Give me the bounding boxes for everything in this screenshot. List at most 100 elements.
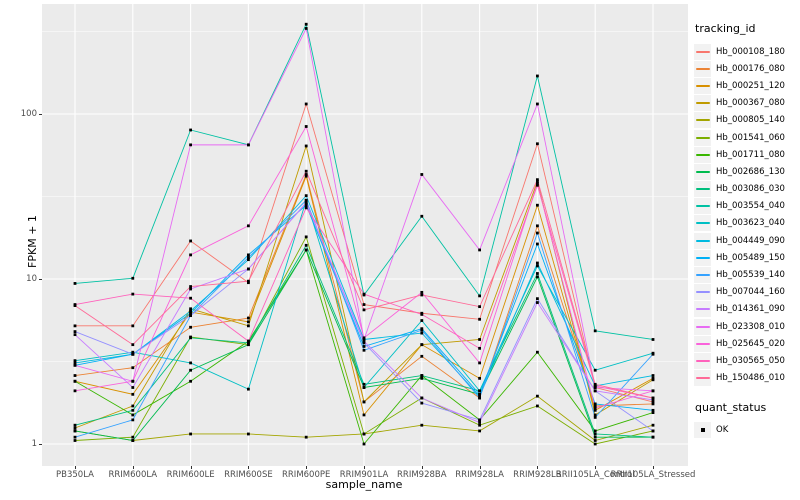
- legend-entries: Hb_000108_180 Hb_000176_080 Hb_000251_120 H…: [694, 43, 798, 387]
- data-point: [247, 267, 250, 271]
- data-point: [73, 435, 77, 439]
- legend-item-label: Hb_001711_080: [716, 149, 785, 160]
- legend-key-line-icon: [694, 301, 711, 318]
- data-point: [651, 423, 655, 427]
- legend-key-line-icon: [694, 163, 711, 180]
- data-point: [131, 343, 135, 347]
- legend-key-line-icon: [694, 232, 711, 249]
- data-point: [420, 423, 424, 427]
- data-point: [189, 325, 192, 329]
- data-point: [73, 429, 77, 433]
- data-point: [304, 201, 308, 205]
- y-tick-label: 100: [20, 109, 37, 119]
- data-point: [304, 169, 308, 173]
- data-point: [131, 352, 135, 356]
- legend-item-Hb_014361_090: Hb_014361_090: [694, 301, 798, 318]
- data-point: [247, 387, 250, 391]
- data-point: [362, 303, 366, 306]
- x-tick-label: RRIM600PE: [282, 470, 331, 480]
- legend-item-Hb_150486_010: Hb_150486_010: [694, 370, 798, 387]
- x-tick-label: RRII105LA_Stressed: [610, 470, 696, 480]
- data-point: [362, 338, 366, 341]
- data-point: [304, 206, 308, 210]
- data-point: [362, 339, 366, 343]
- data-point: [189, 143, 192, 147]
- legend-key-line-icon: [694, 249, 711, 266]
- legend-item-label: Hb_003554_040: [716, 201, 785, 212]
- x-tick-mark: [132, 466, 134, 469]
- data-point: [478, 421, 481, 424]
- data-point: [478, 294, 481, 298]
- data-point: [420, 376, 424, 380]
- y-axis-title: FPKM + 1: [25, 215, 39, 268]
- data-point: [247, 281, 250, 285]
- data-point: [304, 173, 308, 176]
- data-point: [131, 435, 135, 439]
- legend-item-label: Hb_005539_140: [716, 270, 785, 281]
- data-point: [478, 361, 481, 365]
- data-point: [189, 432, 192, 436]
- data-point: [189, 314, 192, 318]
- data-point: [131, 413, 135, 417]
- data-point: [73, 374, 77, 377]
- data-point: [73, 361, 77, 365]
- data-point: [362, 341, 366, 345]
- legend-item-label: Hb_005489_150: [716, 252, 785, 263]
- data-point: [131, 439, 135, 442]
- data-point: [247, 256, 250, 259]
- data-point: [478, 392, 481, 396]
- data-point: [536, 224, 539, 228]
- legend-item-Hb_004449_090: Hb_004449_090: [694, 232, 798, 249]
- legend-item-label: Hb_023308_010: [716, 321, 785, 332]
- legend-item-label: Hb_000805_140: [716, 115, 785, 126]
- data-point: [189, 311, 192, 315]
- data-point: [362, 345, 366, 348]
- data-point: [247, 258, 250, 262]
- data-point: [536, 301, 539, 304]
- data-point: [478, 317, 481, 321]
- data-point: [651, 400, 655, 404]
- x-tick-label: RRIM928BA: [397, 470, 447, 480]
- data-point: [73, 379, 77, 383]
- data-point: [420, 374, 424, 377]
- data-point: [478, 338, 481, 341]
- data-point: [593, 413, 597, 417]
- legend-item-Hb_025645_020: Hb_025645_020: [694, 335, 798, 352]
- x-tick-mark: [653, 466, 654, 469]
- legend-title-quant-status: quant_status: [695, 400, 767, 414]
- legend-item-Hb_000108_180: Hb_000108_180: [694, 43, 798, 60]
- data-point: [73, 423, 77, 427]
- legend-item-Hb_002686_130: Hb_002686_130: [694, 163, 798, 180]
- data-point: [420, 396, 424, 400]
- data-point: [593, 368, 597, 372]
- data-point: [536, 231, 539, 235]
- x-tick-mark: [537, 466, 539, 469]
- data-point: [593, 435, 597, 439]
- data-point: [420, 354, 424, 358]
- legend-key-line-icon: [694, 77, 711, 94]
- legend-item-label: Hb_150486_010: [716, 373, 785, 384]
- data-point: [593, 432, 597, 436]
- data-point: [593, 404, 597, 408]
- data-point: [189, 296, 192, 300]
- data-point: [362, 413, 366, 417]
- legend-key-line-icon: [694, 60, 711, 77]
- y-tick-label: 10: [26, 274, 37, 284]
- x-tick-mark: [595, 466, 597, 469]
- data-point: [247, 279, 250, 283]
- data-point: [593, 386, 597, 389]
- data-point: [304, 194, 308, 198]
- quant-status-legend: quant_status OK: [694, 401, 798, 439]
- data-point: [651, 429, 655, 433]
- data-point: [131, 386, 135, 389]
- data-point: [420, 343, 424, 347]
- legend-item-label: Hb_014361_090: [716, 304, 785, 315]
- data-point: [478, 305, 481, 309]
- legend-item-Hb_000805_140: Hb_000805_140: [694, 112, 798, 129]
- data-point: [420, 328, 424, 332]
- data-point: [73, 363, 77, 367]
- data-point: [593, 442, 597, 446]
- data-point: [651, 402, 655, 406]
- data-point: [247, 224, 250, 228]
- data-point: [478, 429, 481, 433]
